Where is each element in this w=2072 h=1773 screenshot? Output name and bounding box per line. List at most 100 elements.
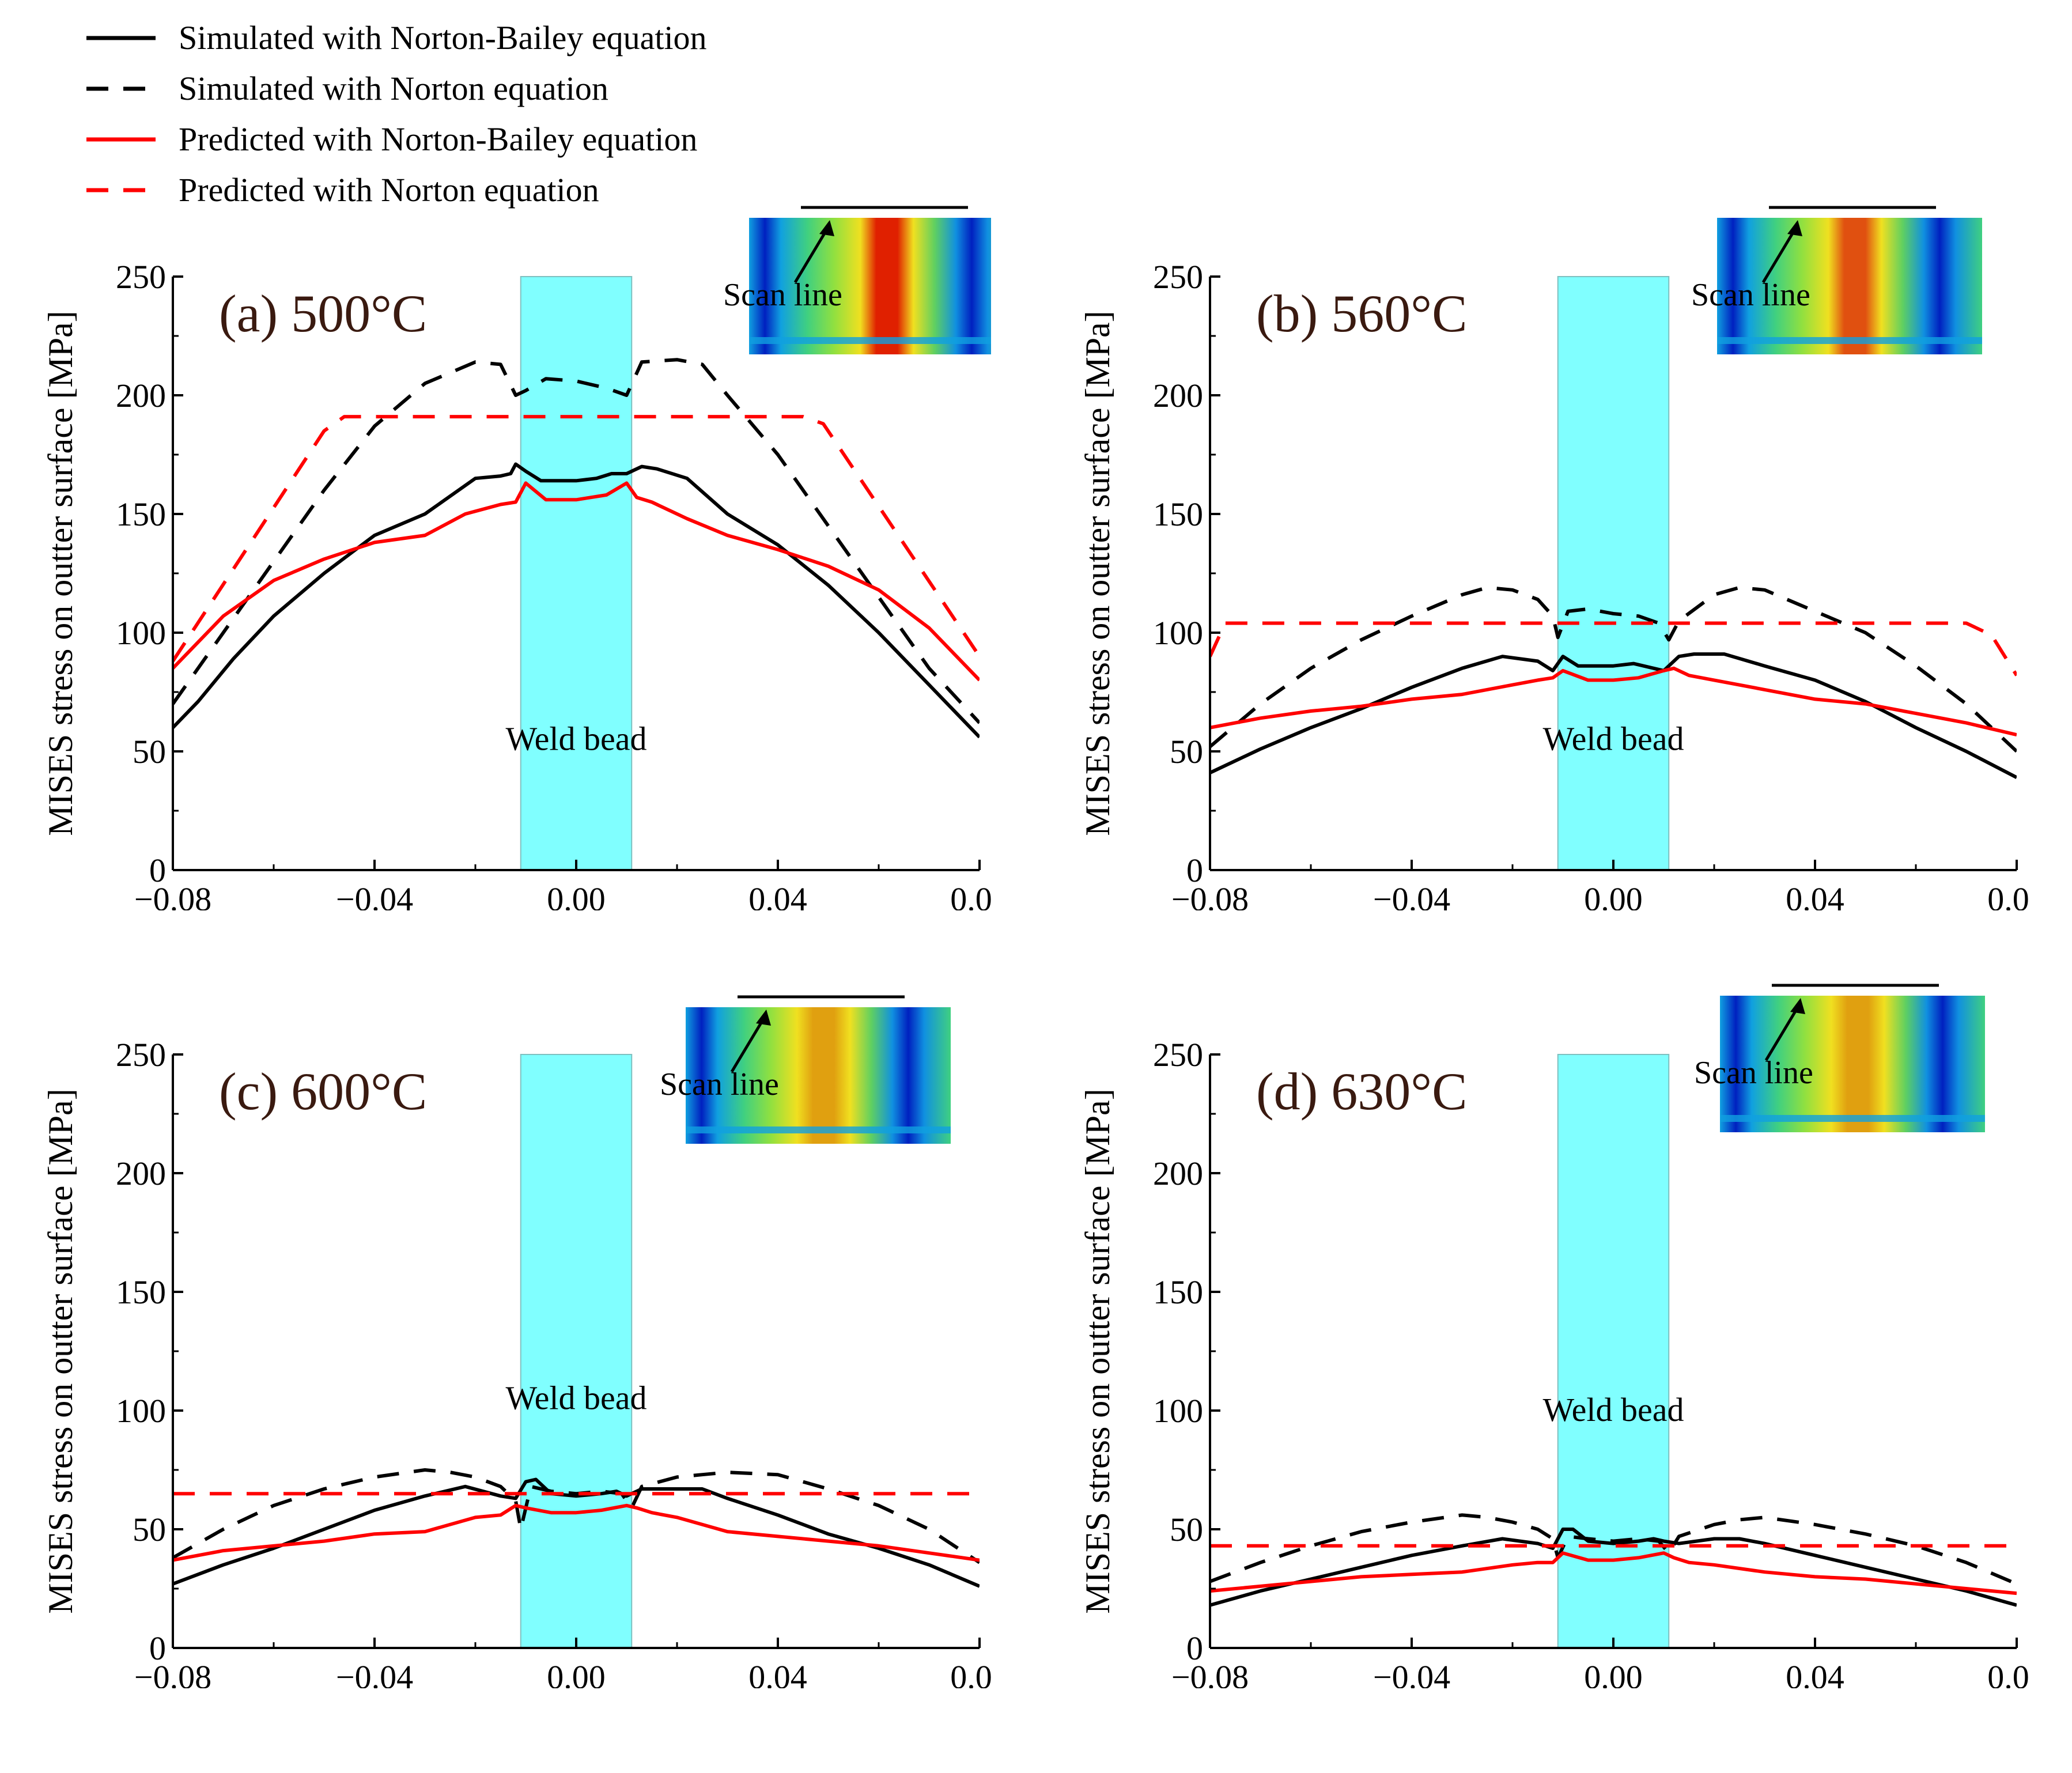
x-tick-label: −0.04	[336, 1658, 413, 1688]
y-tick-label: 200	[1153, 1155, 1203, 1192]
legend-label: Simulated with Norton equation	[179, 70, 608, 107]
x-tick-label: 0.00	[1584, 1658, 1643, 1688]
series-line-predicted-norton-bailey	[173, 1503, 980, 1562]
chart-svg: Weld bead 0 50 100 150 200 250 −0.08 −0.04 0.00 0.…	[1079, 206, 2046, 967]
y-tick-label: 150	[116, 496, 166, 533]
chart-panel-d: Weld bead 0 50 100 150 200 250 −0.08 −0.04 0.00 0.…	[1037, 939, 2046, 1745]
chart-svg: Weld bead 0 50 100 150 200 250 −0.08 −0.04 0.00 0.…	[1079, 984, 2046, 1745]
x-tick-label: 0.00	[547, 880, 606, 910]
x-tick-label: −0.04	[336, 880, 413, 910]
y-tick-label: 50	[1170, 733, 1203, 770]
scan-line-label: Scan line	[723, 277, 842, 313]
y-tick-label: 250	[1153, 258, 1203, 296]
x-tick-label: 0.00	[1584, 880, 1643, 910]
contour-inset: Scan line	[1694, 984, 1985, 1132]
y-tick-label: 150	[116, 1273, 166, 1311]
legend-swatch-simulated-norton-bailey	[86, 36, 156, 40]
y-tick-label: 150	[1153, 496, 1203, 533]
y-tick-label: 0	[149, 1630, 166, 1667]
x-tick-label: −0.04	[1373, 1658, 1450, 1688]
weld-bead-band	[520, 276, 633, 871]
weld-bead-label: Weld bead	[1543, 720, 1684, 757]
y-axis-label: MISES stress on outter surface [MPa]	[41, 311, 80, 836]
y-tick-label: 100	[116, 614, 166, 652]
y-tick-label: 100	[116, 1392, 166, 1430]
x-tick-label: −0.04	[1373, 880, 1450, 910]
panel-title: (c) 600°C	[219, 1062, 427, 1121]
chart-panel-c: Weld bead 0 50 100 150 200 250 −0.08 −0.04 0.00 0.…	[0, 939, 1009, 1745]
contour-inset: Scan line	[723, 206, 1014, 354]
scan-line-label: Scan line	[1694, 1055, 1813, 1091]
x-tick-label: 0.08	[950, 880, 991, 910]
y-tick-label: 250	[1153, 1036, 1203, 1073]
series-line-predicted-norton	[1210, 621, 2017, 676]
series-line-predicted-norton-bailey	[1210, 666, 2017, 737]
x-tick-label: 0.04	[748, 880, 807, 910]
legend-swatch-predicted-norton-bailey	[86, 137, 156, 142]
series-line-simulated-norton	[173, 358, 980, 724]
x-tick-label: 0.04	[1786, 1658, 1844, 1688]
chart-panel-a: Weld bead 0 50 100 150 200 250 −0.08 −0.04 0.00 0.…	[0, 161, 1014, 967]
contour-inset: Scan line	[1691, 206, 1982, 354]
x-tick-label: 0.08	[1987, 880, 2028, 910]
series-line-predicted-norton-bailey	[173, 481, 980, 682]
legend-item: Simulated with Norton equation	[81, 63, 841, 109]
legend-item: Predicted with Norton equation	[81, 165, 841, 211]
y-tick-label: 150	[1153, 1273, 1203, 1311]
legend-item: Predicted with Norton-Bailey equation	[81, 114, 841, 160]
series-line-simulated-norton	[173, 1468, 980, 1564]
legend-swatch-simulated-norton	[86, 86, 156, 91]
x-tick-label: −0.08	[134, 880, 211, 910]
y-axis-label: MISES stress on outter surface [MPa]	[1079, 311, 1117, 836]
y-axis-label: MISES stress on outter surface [MPa]	[1079, 1088, 1117, 1614]
y-tick-label: 200	[116, 377, 166, 414]
y-tick-label: 0	[1186, 852, 1203, 889]
y-tick-label: 50	[1170, 1511, 1203, 1548]
y-tick-label: 200	[1153, 377, 1203, 414]
series-line-predicted-norton	[173, 415, 980, 663]
chart-panel-b: Weld bead 0 50 100 150 200 250 −0.08 −0.04 0.00 0.…	[1037, 161, 2046, 967]
y-tick-label: 100	[1153, 1392, 1203, 1430]
scan-line-label: Scan line	[1691, 277, 1810, 313]
y-tick-label: 250	[116, 1036, 166, 1073]
legend-label: Predicted with Norton equation	[179, 171, 599, 209]
y-tick-label: 0	[1186, 1630, 1203, 1667]
x-tick-label: 0.08	[1987, 1658, 2028, 1688]
series-line-simulated-norton-bailey	[1210, 652, 2017, 779]
legend-swatch-predicted-norton	[86, 188, 156, 192]
x-tick-label: −0.08	[1171, 1658, 1249, 1688]
chart-svg: Weld bead 0 50 100 150 200 250 −0.08 −0.04 0.00 0.…	[41, 995, 1009, 1745]
y-tick-label: 100	[1153, 614, 1203, 652]
weld-bead-band	[520, 1054, 633, 1649]
y-tick-label: 50	[133, 1511, 166, 1548]
x-tick-label: 0.08	[950, 1658, 991, 1688]
x-tick-label: −0.08	[1171, 880, 1249, 910]
series-line-simulated-norton-bailey	[1210, 1528, 2017, 1607]
panel-title: (d) 630°C	[1256, 1062, 1467, 1121]
weld-bead-label: Weld bead	[506, 720, 647, 757]
contour-inset: Scan line	[660, 995, 951, 1144]
y-axis-label: MISES stress on outter surface [MPa]	[41, 1088, 80, 1614]
panel-title: (b) 560°C	[1256, 284, 1467, 343]
y-tick-label: 50	[133, 733, 166, 770]
x-tick-label: 0.00	[547, 1658, 606, 1688]
weld-bead-label: Weld bead	[1543, 1391, 1684, 1428]
series-line-simulated-norton-bailey	[173, 462, 980, 739]
x-tick-label: 0.04	[1786, 880, 1844, 910]
series-line-simulated-norton	[1210, 585, 2017, 753]
weld-bead-band	[1557, 276, 1670, 871]
chart-svg: Weld bead 0 50 100 150 200 250 −0.08 −0.04 0.00 0.…	[41, 206, 1014, 967]
scan-line-label: Scan line	[660, 1067, 779, 1102]
x-tick-label: −0.08	[134, 1658, 211, 1688]
panel-title: (a) 500°C	[219, 284, 427, 343]
legend-item: Simulated with Norton-Bailey equation	[81, 13, 841, 59]
x-tick-label: 0.04	[748, 1658, 807, 1688]
legend: Simulated with Norton-Bailey equation Si…	[81, 13, 841, 209]
series-line-predicted-norton-bailey	[1210, 1551, 2017, 1596]
y-tick-label: 0	[149, 852, 166, 889]
legend-label: Simulated with Norton-Bailey equation	[179, 19, 707, 56]
weld-bead-label: Weld bead	[506, 1379, 647, 1416]
y-tick-label: 250	[116, 258, 166, 296]
y-tick-label: 200	[116, 1155, 166, 1192]
legend-label: Predicted with Norton-Bailey equation	[179, 120, 698, 158]
